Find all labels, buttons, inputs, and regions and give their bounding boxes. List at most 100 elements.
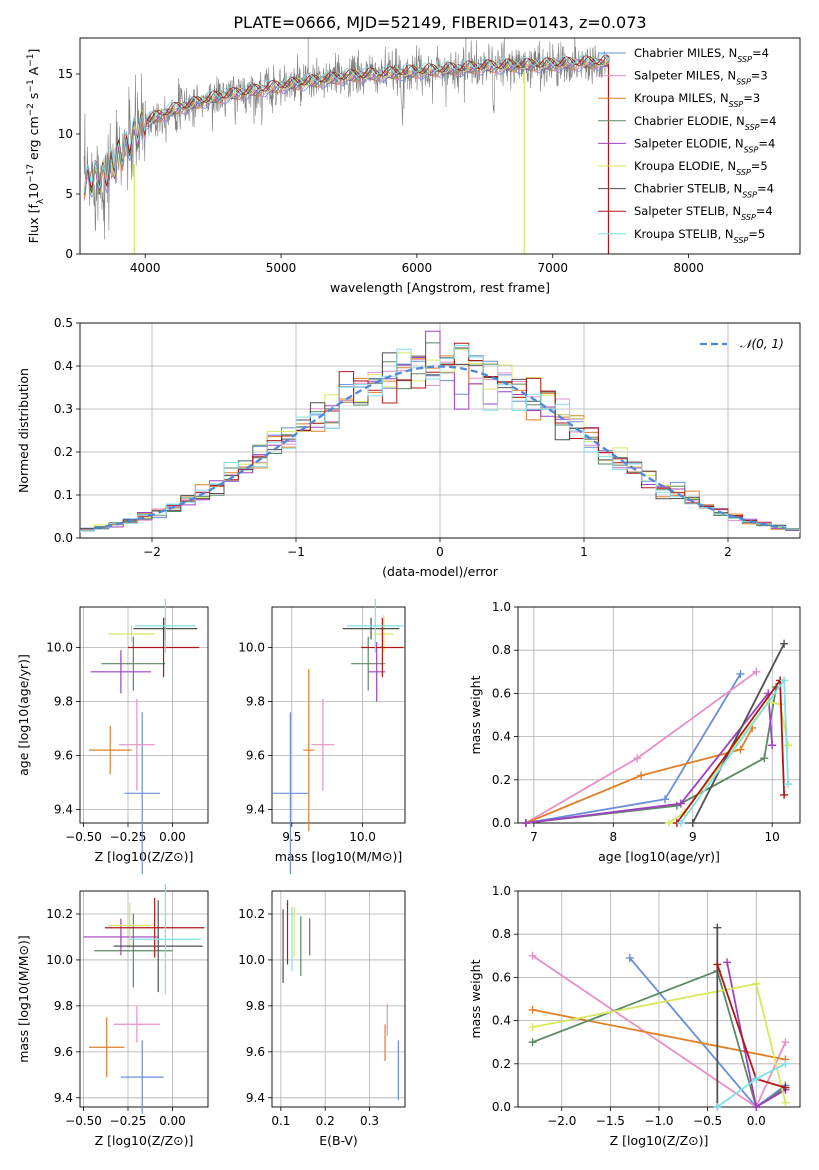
y-tick-label: 15 <box>58 67 73 81</box>
y-tick-label: 0.4 <box>492 730 511 744</box>
legend-sub: SSP <box>741 213 756 222</box>
mass-weight-marker <box>752 979 761 988</box>
x-axis-label: age [log10(age/yr)] <box>598 849 720 864</box>
mass-vs-Z-panel: −0.50 −0.25 0.00 9.4 9.6 9.8 10.0 10.2 Z [log10(… <box>16 884 209 1148</box>
x-tick-label: −2.0 <box>547 1114 576 1128</box>
y-axis-label-part: 10 <box>26 183 41 199</box>
mass-weight-marker <box>780 790 789 799</box>
y-tick-label: 0.0 <box>492 1100 511 1114</box>
mass-weight-marker <box>637 771 646 780</box>
x-tick-label: 8 <box>610 830 618 844</box>
legend-n: =4 <box>752 46 769 60</box>
y-tick-label: 0.4 <box>54 359 73 373</box>
x-tick-label: 8000 <box>673 261 704 275</box>
y-tick-label: 10.0 <box>238 953 265 967</box>
y-axis-label-part: ] <box>26 49 41 54</box>
y-axis-label-part: A <box>26 66 41 79</box>
mass-weight-marker <box>625 953 634 962</box>
y-tick-label: 0.5 <box>54 316 73 330</box>
y-tick-label: 0.2 <box>492 1057 511 1071</box>
y-tick-label: 9.8 <box>246 999 265 1013</box>
figure-title: PLATE=0666, MJD=52149, FIBERID=0143, z=0… <box>233 13 646 32</box>
x-tick-label: 10.0 <box>349 830 376 844</box>
mass-weight-marker <box>736 745 745 754</box>
x-tick-label: −1.0 <box>644 1114 673 1128</box>
mass-vs-EBV-panel: 0.1 0.2 0.3 9.4 9.6 9.8 10.0 10.2 E(B-V) <box>238 890 406 1148</box>
mass-weight-marker <box>528 1038 537 1047</box>
y-tick-label: 0.4 <box>492 1014 511 1028</box>
age-vs-Z-panel: −0.50 −0.25 0.00 9.4 9.6 9.8 10.0 Z [log10(Z/Z⊙… <box>16 598 209 875</box>
normal-legend-label: 𝒩(0, 1) <box>740 337 784 351</box>
mass-weight-marker <box>521 819 530 827</box>
y-tick-label: 9.6 <box>246 1045 265 1059</box>
mass-weight-marker <box>528 1005 537 1014</box>
mass-weight-marker <box>784 741 793 750</box>
legend-name: Chabrier MILES, N <box>634 46 737 60</box>
mass-weight-marker <box>713 923 722 932</box>
mass-weight-line <box>525 671 757 824</box>
x-tick-label: 6000 <box>402 261 433 275</box>
legend-sub: SSP <box>745 122 760 131</box>
mass-weight-marker <box>676 799 685 808</box>
y-tick-label: 10.0 <box>238 641 265 655</box>
legend-label: Kroupa STELIB, NSSP=5 <box>634 227 765 245</box>
age-vs-mass-panel: 9.5 10.0 9.4 9.6 9.8 10.0 mass [log10(M/M⊙)] <box>238 598 406 875</box>
x-tick-label: −0.5 <box>693 1114 722 1128</box>
plot-frame <box>517 606 801 824</box>
legend-n: =3 <box>751 69 768 83</box>
mass-weight-marker <box>688 819 697 827</box>
y-tick-label: 9.4 <box>246 803 265 817</box>
x-tick-label: 9.5 <box>282 830 301 844</box>
mass-weight-marker <box>633 754 642 763</box>
mass-weight-marker <box>780 639 789 648</box>
x-axis-label: Z [log10(Z/Z⊙)] <box>95 849 194 864</box>
y-axis-label-part: −1 <box>26 79 36 92</box>
legend-sub: SSP <box>736 77 751 86</box>
y-tick-label: 9.4 <box>54 803 73 817</box>
y-tick-label: 9.8 <box>246 695 265 709</box>
histogram-step <box>80 345 800 532</box>
y-tick-label: 10.0 <box>46 641 73 655</box>
model-spectrum-line <box>83 53 610 194</box>
mass-weight-marker <box>736 669 745 678</box>
legend-sub: SSP <box>729 100 744 109</box>
histogram-layer <box>80 330 800 533</box>
plot-frame <box>79 37 801 255</box>
legend-sub: SSP <box>744 145 759 154</box>
x-tick-label: 0.1 <box>271 1114 290 1128</box>
spectrum-lines <box>83 38 611 254</box>
x-tick-label: 0.0 <box>747 1114 766 1128</box>
plot-frame <box>271 606 406 824</box>
mass-weight-marker <box>752 1074 761 1083</box>
legend-label: Salpeter STELIB, NSSP=4 <box>634 204 773 222</box>
mass-weight-marker <box>781 1083 790 1092</box>
y-tick-label: 0.6 <box>492 686 511 700</box>
x-tick-label: −1 <box>287 545 305 559</box>
legend-label: Kroupa ELODIE, NSSP=5 <box>634 159 768 177</box>
legend-name: Kroupa ELODIE, N <box>634 159 736 173</box>
legend-sub: SSP <box>734 235 749 244</box>
y-tick-label: 0 <box>65 247 73 261</box>
legend-name: Salpeter MILES, N <box>634 69 736 83</box>
massweight-vs-Z-panel: −2.0 −1.5 −1.0 −0.5 0.0 0.0 0.2 0.4 0.6 0.8 1.0 Z [… <box>468 884 801 1148</box>
y-axis-label: age [log10(age/yr)] <box>16 654 31 776</box>
legend-n: =4 <box>757 182 774 196</box>
x-tick-label: 7 <box>530 830 538 844</box>
legend-name: Chabrier STELIB, N <box>634 182 742 196</box>
plot-frame <box>79 890 209 1108</box>
mass-weight-line <box>525 673 742 824</box>
model-spectrum-line <box>83 55 610 194</box>
mass-weight-marker <box>752 667 761 676</box>
y-axis-label: mass [log10(M/M⊙)] <box>16 935 31 1063</box>
x-tick-label: 2 <box>724 545 732 559</box>
x-tick-label: 10 <box>765 830 780 844</box>
plot-frame <box>271 890 406 1108</box>
mass-weight-marker <box>781 1038 790 1047</box>
y-axis-label: Normed distribution <box>16 368 31 493</box>
mass-weight-marker <box>676 819 685 827</box>
plot-frame <box>79 322 801 539</box>
legend-name: Salpeter STELIB, N <box>634 204 741 218</box>
y-tick-label: 1.0 <box>492 884 511 898</box>
y-tick-label: 0.6 <box>492 970 511 984</box>
y-axis-label: mass weight <box>468 959 483 1038</box>
